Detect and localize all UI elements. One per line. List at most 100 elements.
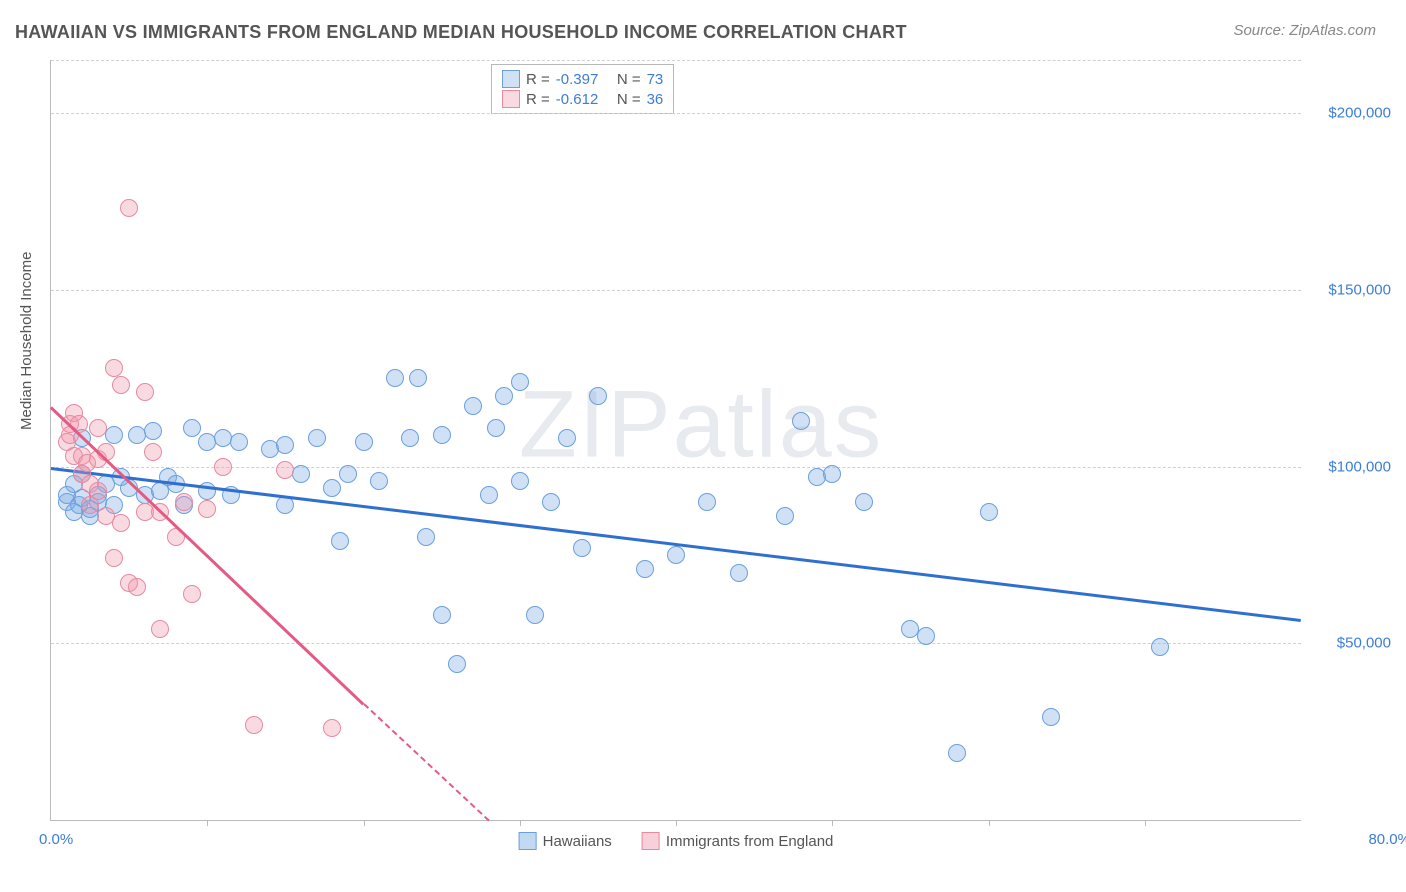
y-tick-label: $100,000: [1328, 458, 1391, 475]
data-point: [276, 496, 294, 514]
data-point: [573, 539, 591, 557]
data-point: [292, 465, 310, 483]
data-point: [355, 433, 373, 451]
scatter-plot: ZIPatlas R = -0.397 N = 73 R = -0.612 N …: [50, 60, 1301, 821]
x-tick: [676, 820, 677, 826]
x-tick: [1145, 820, 1146, 826]
series-swatch: [502, 90, 520, 108]
data-point: [214, 458, 232, 476]
data-point: [823, 465, 841, 483]
x-tick: [832, 820, 833, 826]
data-point: [276, 436, 294, 454]
data-point: [792, 412, 810, 430]
data-point: [144, 422, 162, 440]
data-point: [245, 716, 263, 734]
series-swatch: [502, 70, 520, 88]
x-tick: [520, 820, 521, 826]
data-point: [980, 503, 998, 521]
data-point: [636, 560, 654, 578]
data-point: [417, 528, 435, 546]
trend-line: [50, 407, 364, 706]
data-point: [120, 199, 138, 217]
data-point: [855, 493, 873, 511]
data-point: [370, 472, 388, 490]
data-point: [105, 426, 123, 444]
data-point: [89, 419, 107, 437]
data-point: [339, 465, 357, 483]
y-tick-label: $150,000: [1328, 281, 1391, 298]
legend-label: Hawaiians: [543, 833, 612, 850]
data-point: [144, 443, 162, 461]
legend-item: Hawaiians: [519, 832, 612, 850]
data-point: [542, 493, 560, 511]
data-point: [112, 514, 130, 532]
source-label: Source: ZipAtlas.com: [1233, 22, 1376, 39]
trend-line: [363, 704, 489, 822]
data-point: [276, 461, 294, 479]
stats-row: R = -0.612 N = 36: [502, 89, 663, 109]
data-point: [308, 429, 326, 447]
data-point: [558, 429, 576, 447]
data-point: [776, 507, 794, 525]
data-point: [433, 606, 451, 624]
data-point: [323, 719, 341, 737]
data-point: [136, 383, 154, 401]
data-point: [198, 500, 216, 518]
trend-line: [51, 467, 1301, 621]
x-tick: [364, 820, 365, 826]
x-axis-min-label: 0.0%: [39, 831, 73, 848]
data-point: [948, 744, 966, 762]
data-point: [511, 472, 529, 490]
data-point: [105, 549, 123, 567]
data-point: [89, 482, 107, 500]
data-point: [112, 376, 130, 394]
data-point: [183, 419, 201, 437]
data-point: [230, 433, 248, 451]
legend-label: Immigrants from England: [666, 833, 834, 850]
data-point: [464, 397, 482, 415]
data-point: [667, 546, 685, 564]
data-point: [487, 419, 505, 437]
data-point: [448, 655, 466, 673]
data-point: [480, 486, 498, 504]
gridline: [51, 643, 1301, 644]
data-point: [526, 606, 544, 624]
data-point: [1151, 638, 1169, 656]
data-point: [175, 493, 193, 511]
watermark: ZIPatlas: [519, 370, 883, 479]
stats-row: R = -0.397 N = 73: [502, 69, 663, 89]
data-point: [495, 387, 513, 405]
data-point: [698, 493, 716, 511]
chart-title: HAWAIIAN VS IMMIGRANTS FROM ENGLAND MEDI…: [15, 22, 907, 43]
data-point: [433, 426, 451, 444]
legend-item: Immigrants from England: [642, 832, 834, 850]
data-point: [386, 369, 404, 387]
legend-swatch: [519, 832, 537, 850]
y-tick-label: $200,000: [1328, 105, 1391, 122]
data-point: [183, 585, 201, 603]
gridline: [51, 467, 1301, 468]
data-point: [128, 578, 146, 596]
legend-swatch: [642, 832, 660, 850]
data-point: [511, 373, 529, 391]
legend: Hawaiians Immigrants from England: [519, 832, 834, 850]
correlation-stats-box: R = -0.397 N = 73 R = -0.612 N = 36: [491, 64, 674, 114]
data-point: [589, 387, 607, 405]
gridline: [51, 290, 1301, 291]
gridline: [51, 113, 1301, 114]
data-point: [401, 429, 419, 447]
data-point: [409, 369, 427, 387]
gridline: [51, 60, 1301, 61]
y-tick-label: $50,000: [1337, 635, 1391, 652]
x-axis-max-label: 80.0%: [1368, 831, 1406, 848]
x-tick: [207, 820, 208, 826]
data-point: [1042, 708, 1060, 726]
y-axis-label: Median Household Income: [18, 252, 35, 430]
data-point: [917, 627, 935, 645]
data-point: [105, 359, 123, 377]
data-point: [151, 620, 169, 638]
x-tick: [989, 820, 990, 826]
data-point: [323, 479, 341, 497]
data-point: [730, 564, 748, 582]
data-point: [331, 532, 349, 550]
